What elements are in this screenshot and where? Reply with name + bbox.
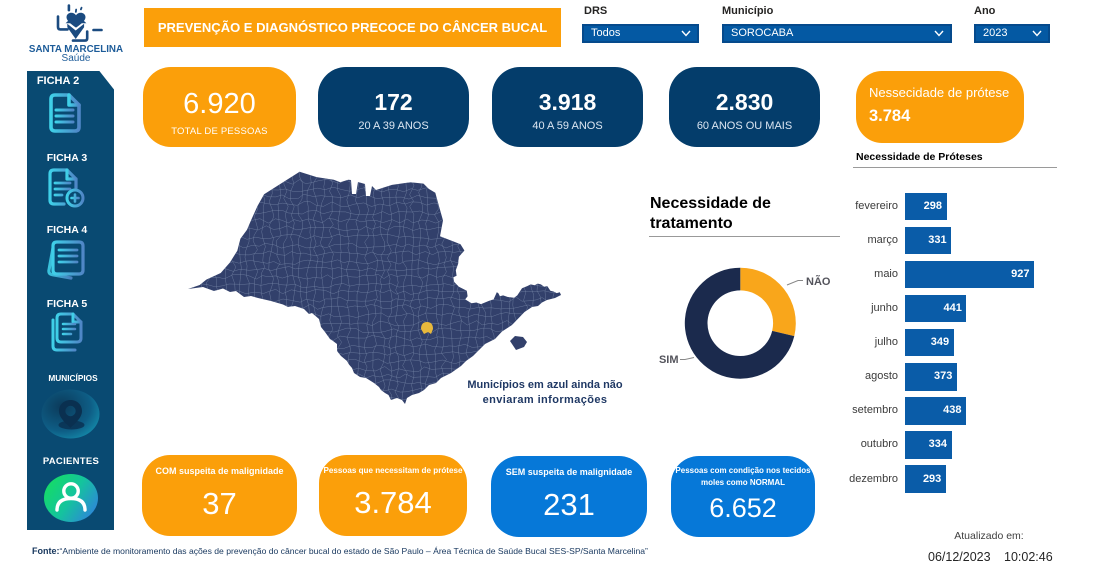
svg-text:SIM: SIM	[659, 354, 679, 366]
svg-text:NÃO: NÃO	[806, 275, 831, 288]
